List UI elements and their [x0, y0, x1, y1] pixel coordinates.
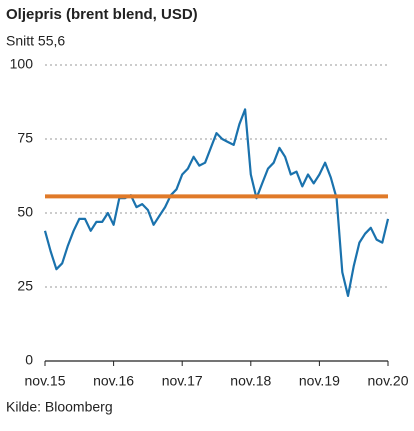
source: Kilde: Bloomberg: [6, 399, 113, 415]
x-tick-label: nov.18: [230, 373, 271, 389]
x-tick-label: nov.16: [93, 373, 134, 389]
x-tick-label: nov.19: [299, 373, 340, 389]
x-tick-label: nov.17: [162, 373, 203, 389]
price-line: [43, 108, 390, 297]
chart-title: Oljepris (brent blend, USD): [6, 6, 198, 23]
y-tick-label: 75: [17, 130, 33, 146]
x-tick-label: nov.20: [368, 373, 409, 389]
x-tick-label: nov.15: [25, 373, 66, 389]
y-tick-label: 100: [10, 56, 34, 72]
y-tick-label: 50: [17, 204, 33, 220]
y-tick-label: 25: [17, 278, 33, 294]
subtitle: Snitt 55,6: [6, 33, 65, 49]
y-tick-label: 0: [25, 352, 33, 368]
